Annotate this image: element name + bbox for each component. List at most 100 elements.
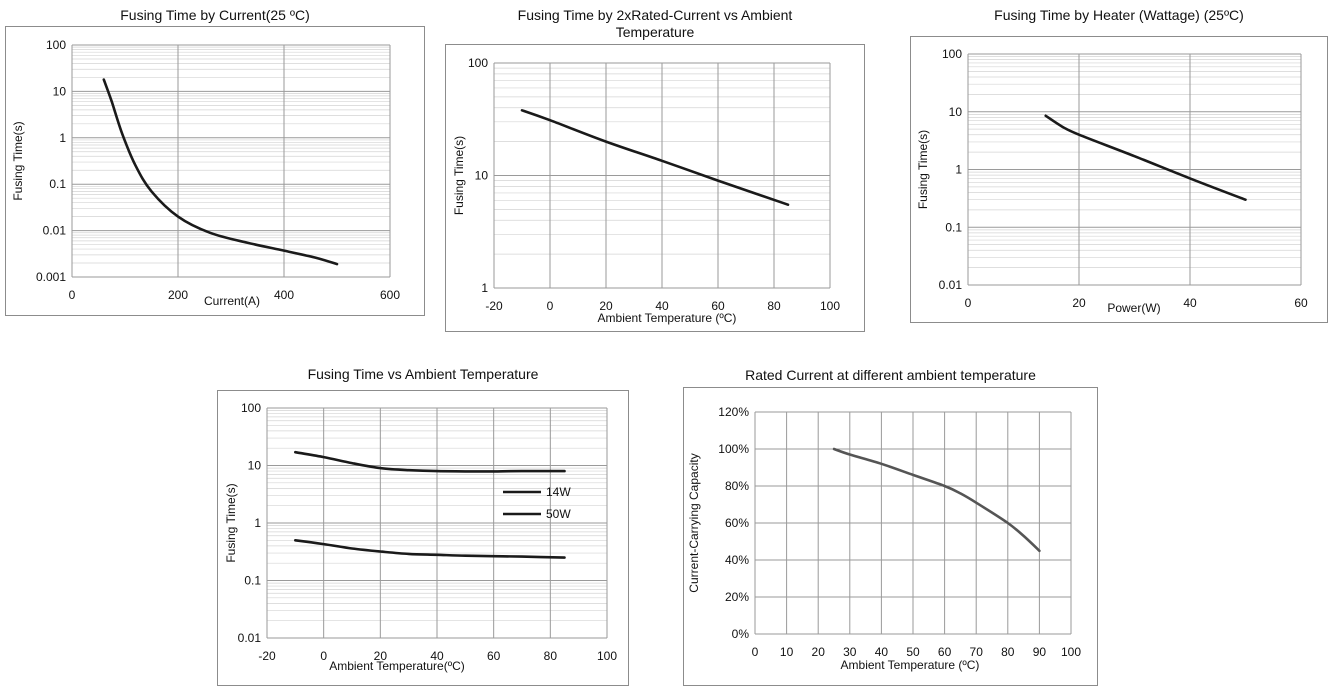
chart-5-x-grid — [754, 412, 1072, 634]
chart-5-y-tick-label: 20% — [725, 590, 749, 604]
chart-3-title: Fusing Time by Heater (Wattage) (25ºC) — [994, 7, 1244, 23]
chart-4-y-tick-label: 0.01 — [238, 631, 262, 645]
chart-4-x-axis-label: Ambient Temperature(ºC) — [329, 659, 465, 673]
chart-3-y-tick-label: 0.01 — [939, 278, 963, 292]
chart-4-x-tick-label: 0 — [320, 649, 327, 663]
chart-3-y-tick-label: 100 — [942, 47, 962, 61]
chart-3-x-tick-label: 60 — [1294, 296, 1308, 310]
chart-1-x-tick-label: 400 — [274, 288, 294, 302]
chart-5-frame — [683, 387, 1098, 686]
chart-1-y-tick-label: 100 — [46, 38, 66, 52]
chart-4-x-tick-label: 60 — [487, 649, 501, 663]
chart-2-plot: 1 10 100 -20 0 20 40 60 80 100 Ambient Temperature… — [452, 56, 840, 325]
chart-2-x-tick-label: 40 — [655, 299, 669, 313]
chart-2-y-tick-label: 1 — [481, 281, 488, 295]
chart-4-x-tick-label: 100 — [597, 649, 617, 663]
chart-5-y-tick-labels: 0% 20% 40% 60% 80% 100% 120% — [718, 405, 749, 641]
chart-5-y-tick-label: 40% — [725, 553, 749, 567]
chart-4-x-tick-labels: -20 0 20 40 60 80 100 — [258, 649, 617, 663]
chart-5-y-tick-label: 120% — [718, 405, 749, 419]
chart-2-title-line-2: Temperature — [615, 24, 695, 40]
chart-5-x-tick-label: 0 — [752, 645, 759, 659]
chart-1-y-tick-label: 10 — [53, 84, 67, 98]
chart-2-x-tick-labels: -20 0 20 40 60 80 100 — [485, 299, 840, 313]
chart-5-x-tick-label: 70 — [970, 645, 984, 659]
chart-1-x-tick-label: 600 — [380, 288, 400, 302]
chart-5-y-tick-label: 100% — [718, 442, 749, 456]
chart-4-y-tick-label: 100 — [241, 401, 261, 415]
chart-1-x-tick-labels: 0 200 400 600 — [69, 288, 401, 302]
chart-1-y-tick-label: 0.1 — [49, 177, 66, 191]
chart-5-x-tick-label: 30 — [843, 645, 857, 659]
chart-5-x-tick-label: 10 — [780, 645, 794, 659]
chart-3-y-tick-label: 10 — [949, 105, 963, 119]
chart-4-x-tick-label: 40 — [430, 649, 444, 663]
chart-2-y-tick-label: 10 — [475, 169, 489, 183]
chart-2-y-tick-labels: 1 10 100 — [468, 56, 488, 295]
chart-4-series-line-14w-1 — [294, 450, 566, 473]
chart-2-frame — [445, 44, 865, 332]
chart-4-x-tick-label: -20 — [258, 649, 276, 663]
chart-5-plot: 0% 20% 40% 60% 80% 100% 120% 0 10 20 30 40 50 60 70 80 9… — [687, 405, 1082, 672]
chart-5-x-tick-label: 100 — [1061, 645, 1081, 659]
chart-panel-4: Fusing Time vs Ambient Temperature 0.01 0… — [217, 360, 629, 686]
chart-2-title: Fusing Time by 2xRated-Current vs Ambien… — [445, 7, 865, 41]
chart-3-x-tick-labels: 0 20 40 60 — [965, 296, 1308, 310]
chart-1-series-line-1 — [102, 78, 339, 266]
chart-4-legend: 14W 50W — [503, 485, 571, 521]
chart-3-y-tick-labels: 0.01 0.1 1 10 100 — [939, 47, 963, 292]
chart-1-y-tick-label: 0.001 — [36, 270, 66, 284]
chart-1-frame — [5, 26, 425, 316]
chart-4-y-tick-label: 1 — [254, 516, 261, 530]
chart-2-title-line-1: Fusing Time by 2xRated-Current vs Ambien… — [517, 7, 793, 23]
chart-2-x-grid — [493, 63, 831, 288]
chart-5-x-axis-label: Ambient Temperature (ºC) — [841, 658, 980, 672]
chart-3-y-grid — [968, 53, 1301, 286]
chart-5-title: Rated Current at different ambient tempe… — [745, 367, 1036, 383]
chart-5-y-tick-label: 80% — [725, 479, 749, 493]
chart-1-plot: 0.001 0.01 0.1 1 10 100 0 200 400 600 Current(A) Fu… — [11, 38, 401, 308]
chart-3-y-tick-label: 0.1 — [945, 220, 962, 234]
chart-panel-3: Fusing Time by Heater (Wattage) (25ºC) 0… — [910, 0, 1328, 325]
chart-2-x-tick-label: 0 — [547, 299, 554, 313]
chart-5-x-tick-label: 20 — [812, 645, 826, 659]
chart-1-y-axis-label: Fusing Time(s) — [11, 121, 25, 200]
chart-5-x-tick-labels: 0 10 20 30 40 50 60 70 80 90 100 — [752, 645, 1082, 659]
chart-5-y-tick-label: 60% — [725, 516, 749, 530]
chart-4-frame — [217, 390, 629, 686]
chart-4-title: Fusing Time vs Ambient Temperature — [307, 366, 539, 382]
chart-1-title: Fusing Time by Current(25 ºC) — [120, 7, 310, 23]
chart-5-x-tick-label: 40 — [875, 645, 889, 659]
chart-4-x-grid — [266, 408, 608, 638]
chart-4-plot: 0.01 0.1 1 10 100 -20 0 20 40 60 80 100 Ambient Temp… — [224, 401, 617, 673]
chart-3-x-axis-label: Power(W) — [1107, 301, 1160, 315]
chart-4-series-line-50w-2 — [294, 539, 566, 559]
chart-5-x-tick-label: 90 — [1033, 645, 1047, 659]
chart-5-y-tick-label: 0% — [732, 627, 750, 641]
chart-4-legend-label: 14W — [546, 485, 571, 499]
chart-4-legend-label: 50W — [546, 507, 571, 521]
chart-3-y-axis-label: Fusing Time(s) — [916, 130, 930, 209]
chart-3-x-tick-label: 0 — [965, 296, 972, 310]
chart-2-y-tick-label: 100 — [468, 56, 488, 70]
chart-3-y-tick-label: 1 — [955, 163, 962, 177]
chart-4-y-axis-label: Fusing Time(s) — [224, 483, 238, 562]
chart-4-y-tick-labels: 0.01 0.1 1 10 100 — [238, 401, 262, 645]
chart-1-y-tick-label: 1 — [59, 131, 66, 145]
chart-2-series-line-1 — [520, 109, 790, 206]
chart-4-y-tick-label: 0.1 — [244, 574, 261, 588]
chart-4-x-tick-label: 80 — [544, 649, 558, 663]
chart-5-x-tick-label: 60 — [938, 645, 952, 659]
chart-2-x-tick-label: 80 — [767, 299, 781, 313]
chart-4-y-tick-label: 10 — [248, 459, 262, 473]
chart-1-x-tick-label: 0 — [69, 288, 76, 302]
chart-panel-2: Fusing Time by 2xRated-Current vs Ambien… — [445, 0, 865, 335]
chart-panel-1: Fusing Time by Current(25 ºC) 0.001 0.01 0… — [5, 0, 425, 320]
chart-2-x-tick-label: 100 — [820, 299, 840, 313]
chart-5-y-axis-label: Current-Carrying Capacity — [687, 453, 701, 592]
chart-3-x-tick-label: 40 — [1183, 296, 1197, 310]
chart-1-y-tick-labels: 0.001 0.01 0.1 1 10 100 — [36, 38, 66, 284]
chart-2-y-axis-label: Fusing Time(s) — [452, 136, 466, 215]
chart-3-x-grid — [967, 54, 1302, 285]
chart-5-series-line-1 — [832, 447, 1041, 553]
